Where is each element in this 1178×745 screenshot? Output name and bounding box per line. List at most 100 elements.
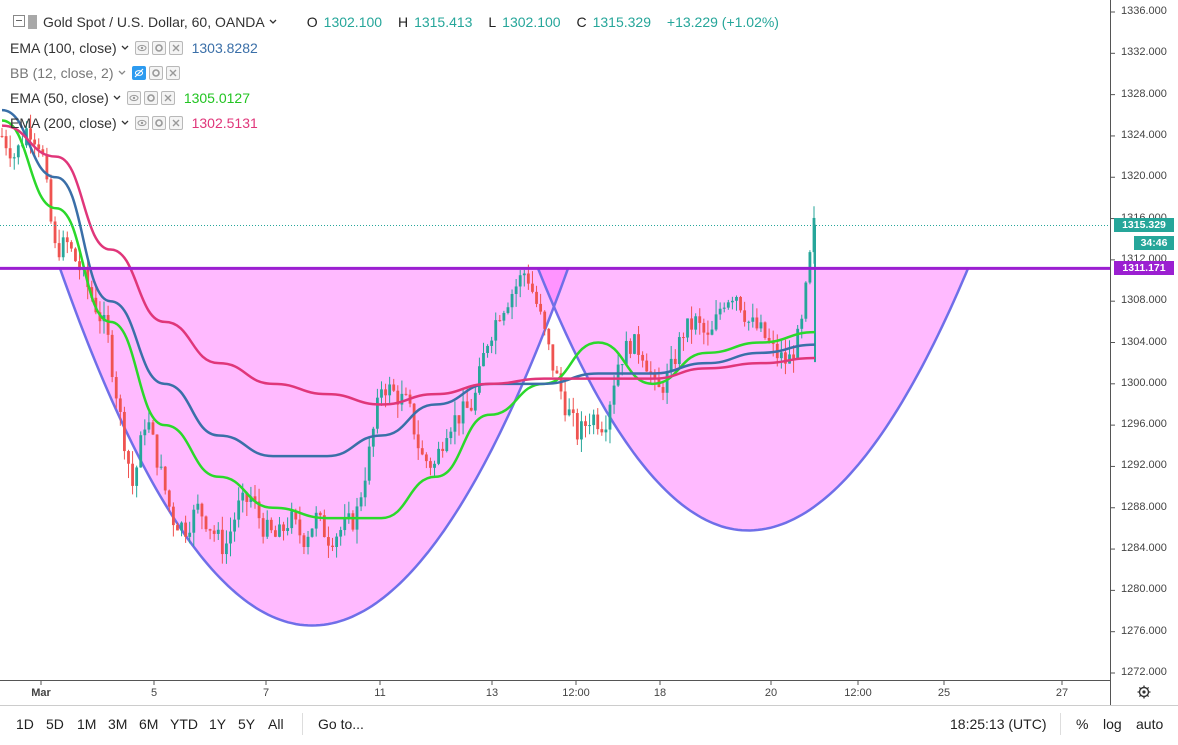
candle-body	[784, 352, 787, 364]
price-tick-label: 1284.000	[1121, 542, 1167, 555]
indicator-row-ema200[interactable]: EMA (200, close) 1302.5131	[10, 113, 258, 133]
level-price-badge: 1311.171	[1114, 261, 1174, 275]
chevron-down-icon[interactable]	[113, 94, 121, 102]
candle-body	[49, 179, 53, 222]
range-button-1y[interactable]: 1Y	[209, 716, 227, 732]
indicator-row-ema50[interactable]: EMA (50, close) 1305.0127	[10, 88, 250, 108]
chevron-down-icon[interactable]	[118, 69, 126, 77]
candle-body	[327, 537, 330, 546]
bottom-toolbar: 1D 5D 1M 3M 6M YTD 1Y 5Y All Go to... 18:25:13 (…	[0, 705, 1178, 745]
chevron-down-icon[interactable]	[121, 119, 129, 127]
range-button-all[interactable]: All	[268, 716, 284, 732]
gear-icon[interactable]	[151, 116, 166, 130]
price-tick-label: 1292.000	[1121, 459, 1167, 472]
candle-body	[12, 157, 16, 159]
candle-body	[196, 503, 200, 510]
chevron-down-icon[interactable]	[121, 44, 129, 52]
candle-body	[653, 373, 657, 378]
candle-body	[339, 530, 343, 537]
symbol-title[interactable]: Gold Spot / U.S. Dollar, 60, OANDA	[43, 14, 265, 30]
candle-body	[502, 312, 506, 321]
indicator-value: 1303.8282	[191, 40, 258, 56]
price-tick-label: 1332.000	[1121, 46, 1167, 59]
candle-body	[359, 497, 363, 507]
gear-icon[interactable]	[1136, 684, 1152, 700]
gear-icon[interactable]	[143, 91, 158, 105]
gear-icon[interactable]	[151, 41, 166, 55]
candle-body	[616, 364, 620, 386]
candle-body	[86, 267, 90, 288]
range-button-3m[interactable]: 3M	[108, 716, 128, 732]
utc-clock[interactable]: 18:25:13 (UTC)	[950, 716, 1047, 732]
candle-body	[522, 273, 526, 276]
time-tick-label: 20	[764, 687, 778, 699]
candle-body	[514, 286, 518, 294]
price-tick-label: 1324.000	[1121, 128, 1167, 141]
eye-icon[interactable]	[126, 91, 141, 105]
price-tick-label: 1296.000	[1121, 418, 1167, 431]
candle-body	[575, 413, 579, 440]
candle-body	[580, 421, 583, 440]
candle-body	[722, 307, 726, 309]
candle-body	[718, 308, 722, 315]
hidden-eye-icon[interactable]	[131, 66, 146, 80]
candle-body	[424, 454, 428, 462]
goto-button[interactable]: Go to...	[318, 716, 364, 732]
candle-body	[282, 524, 285, 531]
ema-line	[1, 108, 816, 458]
candle-body	[233, 519, 236, 532]
candle-body	[628, 340, 632, 354]
candle-body	[29, 128, 32, 140]
ema-line	[1, 124, 816, 406]
range-button-5d[interactable]: 5D	[46, 716, 64, 732]
candle-body	[473, 392, 477, 411]
candle-body	[371, 428, 375, 447]
eye-icon[interactable]	[134, 116, 149, 130]
candle-body	[706, 332, 710, 335]
close-icon[interactable]	[165, 66, 180, 80]
collapse-legend-button[interactable]	[13, 15, 25, 27]
candle-body	[416, 434, 420, 449]
percent-toggle[interactable]: %	[1076, 716, 1089, 732]
candle-body	[61, 237, 65, 258]
divider	[1060, 713, 1061, 735]
ohlc-high: H 1315.413	[397, 14, 473, 30]
candle-body	[78, 261, 81, 271]
close-icon[interactable]	[168, 116, 183, 130]
candle-body	[800, 318, 804, 329]
range-button-5y[interactable]: 5Y	[238, 716, 256, 732]
candle-body	[449, 431, 453, 439]
candle-body	[539, 303, 543, 312]
auto-toggle[interactable]: auto	[1136, 716, 1164, 732]
candle-body	[796, 328, 800, 359]
candle-body	[347, 513, 351, 518]
candle-body	[767, 337, 771, 341]
candle-body	[710, 329, 714, 335]
range-button-6m[interactable]: 6M	[139, 716, 159, 732]
candle-body	[314, 512, 318, 529]
candle-body	[127, 451, 130, 464]
candle-body	[367, 446, 371, 481]
candle-body	[180, 522, 183, 531]
range-button-ytd[interactable]: YTD	[170, 716, 198, 732]
candle-body	[269, 519, 273, 531]
candle-body	[384, 389, 387, 396]
close-icon[interactable]	[168, 41, 183, 55]
time-tick-label: 13	[485, 687, 499, 699]
candle-body	[735, 296, 738, 301]
indicator-row-bb[interactable]: BB (12, close, 2)	[10, 63, 183, 83]
candle-body	[620, 364, 624, 366]
indicator-row-ema100[interactable]: EMA (100, close) 1303.8282	[10, 38, 258, 58]
candle-body	[526, 273, 530, 284]
chevron-down-icon[interactable]	[269, 18, 277, 26]
range-button-1m[interactable]: 1M	[77, 716, 97, 732]
range-button-1d[interactable]: 1D	[16, 716, 34, 732]
close-icon[interactable]	[160, 91, 175, 105]
gear-icon[interactable]	[148, 66, 163, 80]
candle-body	[335, 536, 338, 547]
candle-body	[331, 545, 334, 547]
price-tick-label: 1304.000	[1121, 335, 1167, 348]
eye-icon[interactable]	[134, 41, 149, 55]
log-toggle[interactable]: log	[1103, 716, 1122, 732]
